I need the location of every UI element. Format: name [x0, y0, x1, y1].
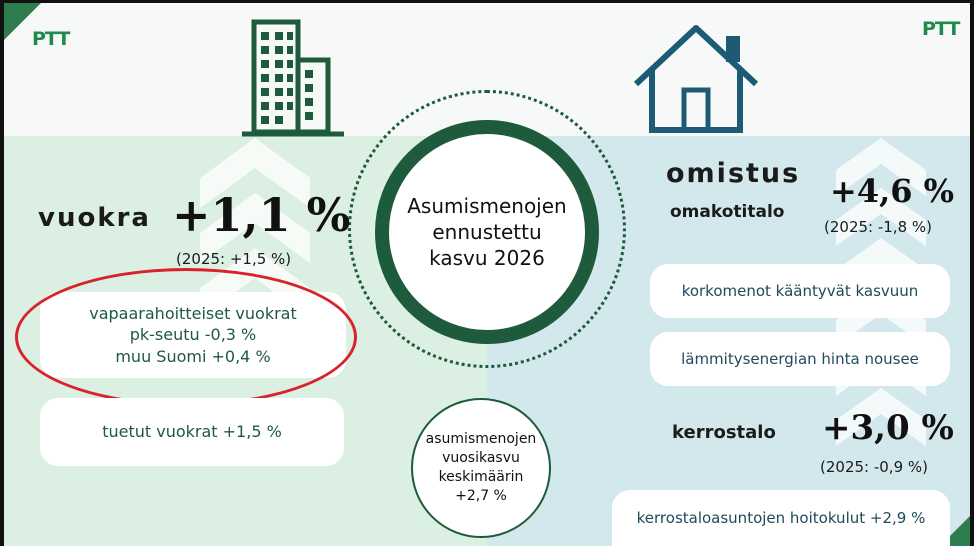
house-label: omakotitalo: [670, 202, 785, 222]
interest-costs-text: korkomenot kääntyvät kasvuun: [681, 281, 919, 300]
rent-value: +1,1 %: [172, 188, 351, 242]
average-value: +2,7 %: [455, 487, 507, 504]
apartment-value: +3,0 %: [822, 408, 954, 448]
house-prev-year: (2025: -1,8 %): [824, 218, 932, 236]
average-line: keskimäärin: [438, 469, 524, 485]
corner-decoration: [0, 0, 44, 44]
heating-energy-card: lämmitysenergian hinta nousee: [650, 332, 950, 386]
apartment-prev-year: (2025: -0,9 %): [820, 458, 928, 476]
center-dotted-ring: [348, 90, 626, 368]
maintenance-costs-text: kerrostaloasuntojen hoitokulut +2,9 %: [636, 508, 926, 527]
rent-label: vuokra: [38, 203, 151, 233]
ptt-logo: PTT: [922, 18, 960, 40]
center-title-line: kasvu 2026: [429, 246, 545, 270]
average-line: asumismenojen: [425, 431, 537, 448]
highlight-ellipse: [15, 268, 357, 406]
rent-prev-year: (2025: +1,5 %): [176, 250, 292, 268]
subsidized-rents-text: tuetut vuokrat +1,5 %: [102, 422, 282, 442]
average-growth-circle: asumismenojen vuosikasvu keskimäärin +2,…: [411, 398, 551, 538]
apartment-building-icon: [242, 19, 344, 137]
subsidized-rents-card: tuetut vuokrat +1,5 %: [40, 398, 344, 466]
average-line: vuosikasvu: [442, 450, 520, 467]
frame-edge: [0, 0, 974, 3]
center-title-circle: Asumismenojen ennustettu kasvu 2026: [375, 120, 599, 344]
apartment-label: kerrostalo: [672, 422, 776, 443]
house-icon: [633, 25, 759, 133]
heating-energy-text: lämmitysenergian hinta nousee: [681, 349, 919, 368]
maintenance-costs-card: kerrostaloasuntojen hoitokulut +2,9 %: [612, 490, 950, 546]
interest-costs-card: korkomenot kääntyvät kasvuun: [650, 264, 950, 318]
ownership-label: omistus: [666, 158, 801, 189]
house-value: +4,6 %: [830, 172, 955, 210]
frame-edge: [970, 0, 974, 546]
center-title-line: Asumismenojen: [407, 194, 567, 218]
center-title-line: ennustettu: [432, 220, 542, 244]
ptt-logo: PTT: [32, 28, 70, 50]
frame-edge: [0, 0, 4, 546]
